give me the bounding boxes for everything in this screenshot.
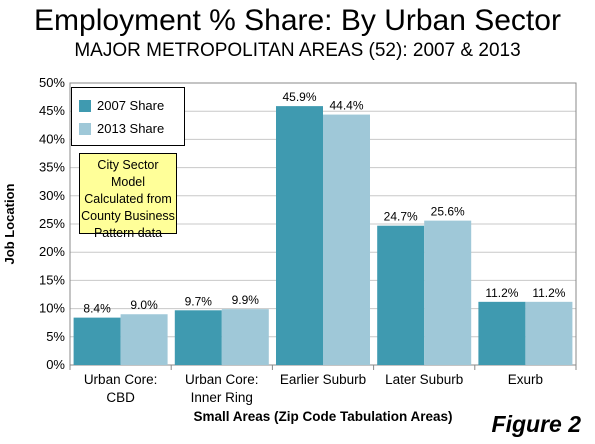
note-line: Pattern data (93, 226, 163, 240)
method-note-box: City Sector Model Calculated from County… (79, 153, 177, 240)
x-tick-label: Inner Ring (191, 390, 253, 405)
chart-subtitle: MAJOR METROPOLITAN AREAS (52): 2007 & 20… (74, 40, 521, 61)
data-label: 44.4% (329, 99, 363, 113)
y-tick-label: 30% (39, 188, 65, 203)
legend-label-2007: 2007 Share (97, 98, 165, 113)
note-line: Calculated from (84, 192, 172, 206)
bar-2013 (525, 301, 573, 365)
x-axis-title: Small Areas (Zip Code Tabulation Areas) (193, 409, 452, 424)
bar-2007 (478, 301, 526, 365)
bar-2007 (276, 106, 323, 366)
y-tick-label: 0% (46, 357, 65, 372)
figure-label: Figure 2 (491, 411, 581, 437)
legend-swatch-2013 (79, 123, 91, 135)
x-tick-label: Urban Core: (84, 372, 158, 387)
x-tick-label: Later Suburb (385, 372, 463, 387)
y-tick-label: 20% (39, 244, 65, 259)
data-label: 11.2% (532, 286, 565, 300)
data-label: 24.7% (384, 210, 418, 224)
x-tick-label: Exurb (508, 372, 543, 387)
legend-label-2013: 2013 Share (97, 121, 165, 136)
bar-2013 (120, 314, 168, 365)
y-tick-label: 10% (39, 301, 65, 316)
y-tick-label: 50% (39, 75, 65, 90)
data-label: 11.2% (485, 286, 518, 300)
data-label: 8.4% (83, 302, 111, 316)
bar-2007 (174, 310, 222, 365)
chart-legend: 2007 Share 2013 Share (71, 87, 185, 146)
data-label: 45.9% (282, 90, 316, 104)
legend-swatch-2007 (79, 100, 91, 112)
note-line: City Sector Model (97, 158, 159, 189)
y-tick-label: 15% (39, 272, 65, 287)
bar-2013 (323, 114, 370, 365)
x-tick-label: CBD (106, 390, 135, 405)
y-tick-label: 25% (39, 216, 65, 231)
y-axis-title: Job Location (2, 183, 17, 264)
note-line: County Business (81, 209, 175, 223)
y-tick-label: 35% (39, 160, 65, 175)
bar-2007 (73, 317, 121, 365)
y-tick-label: 40% (39, 131, 65, 146)
bar-2007 (377, 225, 425, 365)
x-tick-label: Earlier Suburb (280, 372, 366, 387)
bar-2013 (424, 220, 472, 365)
data-label: 9.0% (130, 298, 158, 312)
data-label: 9.9% (232, 293, 260, 307)
x-tick-label: Urban Core: (185, 372, 259, 387)
y-tick-label: 5% (46, 329, 65, 344)
chart-title: Employment % Share: By Urban Sector (34, 4, 561, 37)
bar-2013 (221, 309, 269, 365)
data-label: 9.7% (185, 294, 213, 308)
y-tick-label: 45% (39, 103, 65, 118)
data-label: 25.6% (431, 205, 465, 219)
